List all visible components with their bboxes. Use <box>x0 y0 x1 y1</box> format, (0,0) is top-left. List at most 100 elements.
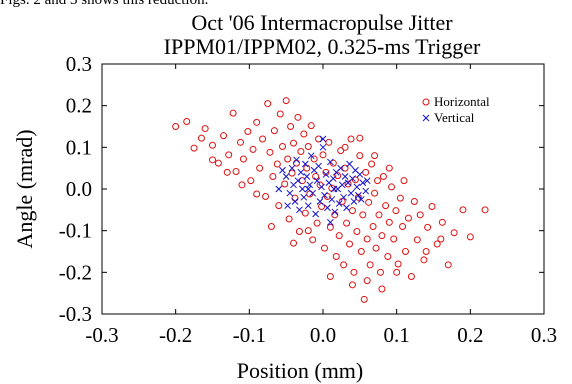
vertical-data-point <box>356 171 364 178</box>
horizontal-data-point <box>295 228 303 235</box>
horizontal-data-point <box>416 211 424 219</box>
horizontal-data-point <box>290 239 298 247</box>
horizontal-data-point <box>320 244 328 252</box>
horizontal-data-point <box>433 240 441 248</box>
horizontal-data-point <box>259 135 267 143</box>
vertical-data-point <box>315 162 322 170</box>
vertical-data-point <box>324 204 331 212</box>
y-tick-label: -0.3 <box>59 302 92 326</box>
horizontal-data-point <box>288 169 296 177</box>
horizontal-data-point <box>399 223 407 230</box>
horizontal-data-point <box>341 164 349 172</box>
horizontal-data-point <box>190 144 198 152</box>
vertical-data-point <box>275 185 283 193</box>
horizontal-data-point <box>356 152 364 160</box>
horizontal-data-point <box>332 253 340 260</box>
horizontal-data-point <box>325 138 333 146</box>
vertical-data-point <box>288 164 296 172</box>
vertical-data-point <box>350 198 358 205</box>
x-axis-label: Position (mm) <box>237 358 364 383</box>
horizontal-data-point <box>410 198 418 205</box>
horizontal-data-point <box>329 159 337 167</box>
vertical-data-point <box>299 185 306 193</box>
vertical-data-point <box>291 198 299 205</box>
x-tick-label: 0.3 <box>531 323 557 347</box>
horizontal-data-point <box>335 232 343 240</box>
horizontal-data-point <box>385 164 393 172</box>
y-tick-label: 0.2 <box>66 94 92 118</box>
horizontal-data-point <box>344 180 352 188</box>
horizontal-data-point <box>341 143 349 151</box>
horizontal-data-point <box>304 227 312 235</box>
legend-label-horizontal: Horizontal <box>434 94 490 109</box>
horizontal-data-point <box>310 155 318 163</box>
horizontal-data-point <box>379 173 387 180</box>
horizontal-data-point <box>437 235 445 243</box>
horizontal-data-point <box>331 211 339 219</box>
vertical-data-point <box>294 177 302 185</box>
horizontal-data-point <box>363 235 371 243</box>
horizontal-data-point <box>459 206 467 214</box>
horizontal-data-point <box>372 244 380 252</box>
vertical-data-point <box>282 173 290 180</box>
horizontal-data-point <box>371 189 379 197</box>
vertical-data-point <box>319 135 327 143</box>
horizontal-data-point <box>304 143 312 150</box>
vertical-data-point <box>346 160 353 168</box>
horizontal-data-point <box>394 260 402 268</box>
horizontal-data-point <box>354 193 362 201</box>
y-tick-label: -0.1 <box>59 219 92 243</box>
horizontal-data-point <box>356 134 364 142</box>
vertical-data-point <box>293 156 300 164</box>
horizontal-data-point <box>424 223 432 231</box>
vertical-data-point <box>357 196 365 203</box>
horizontal-data-point <box>262 193 270 200</box>
data-points <box>172 97 489 303</box>
vertical-data-point <box>304 202 312 210</box>
horizontal-data-point <box>347 135 355 143</box>
horizontal-data-point <box>382 202 390 210</box>
vertical-data-point <box>329 175 337 182</box>
vertical-data-point <box>306 181 314 189</box>
vertical-data-point <box>330 185 338 193</box>
horizontal-data-point <box>348 281 356 289</box>
vertical-data-point <box>328 196 336 203</box>
horizontal-data-point <box>388 183 396 191</box>
horizontal-data-point <box>225 151 233 159</box>
horizontal-data-point <box>407 273 415 280</box>
horizontal-data-point <box>362 168 370 176</box>
horizontal-data-point <box>247 177 255 185</box>
horizontal-data-point <box>323 193 331 200</box>
horizontal-data-point <box>363 277 371 285</box>
vertical-data-point <box>304 185 312 193</box>
vertical-data-point <box>279 166 286 174</box>
horizontal-data-point <box>256 164 264 172</box>
horizontal-data-point <box>466 233 474 241</box>
horizontal-data-point <box>402 248 410 255</box>
horizontal-data-point <box>220 132 228 140</box>
vertical-data-point <box>312 210 319 218</box>
y-tick-label: 0.3 <box>66 52 92 76</box>
horizontal-data-point <box>384 253 392 260</box>
horizontal-data-point <box>326 223 334 231</box>
vertical-data-point <box>338 181 346 189</box>
horizontal-data-point <box>340 261 348 269</box>
horizontal-data-point <box>365 198 373 206</box>
horizontal-data-point <box>201 125 209 133</box>
horizontal-data-point <box>287 123 295 130</box>
horizontal-data-point <box>249 145 257 153</box>
horizontal-data-point <box>481 206 489 214</box>
horizontal-data-point <box>236 138 244 146</box>
y-tick-label: 0.1 <box>66 135 92 159</box>
horizontal-data-point <box>343 219 351 227</box>
horizontal-data-point <box>393 268 401 276</box>
horizontal-data-point <box>209 141 216 149</box>
horizontal-data-point <box>369 223 377 230</box>
vertical-data-point <box>335 200 343 207</box>
horizontal-data-point <box>267 223 275 230</box>
y-tick-label: -0.2 <box>59 260 92 284</box>
horizontal-data-point <box>392 207 400 215</box>
horizontal-data-point <box>284 155 292 163</box>
horizontal-data-point <box>264 100 272 108</box>
